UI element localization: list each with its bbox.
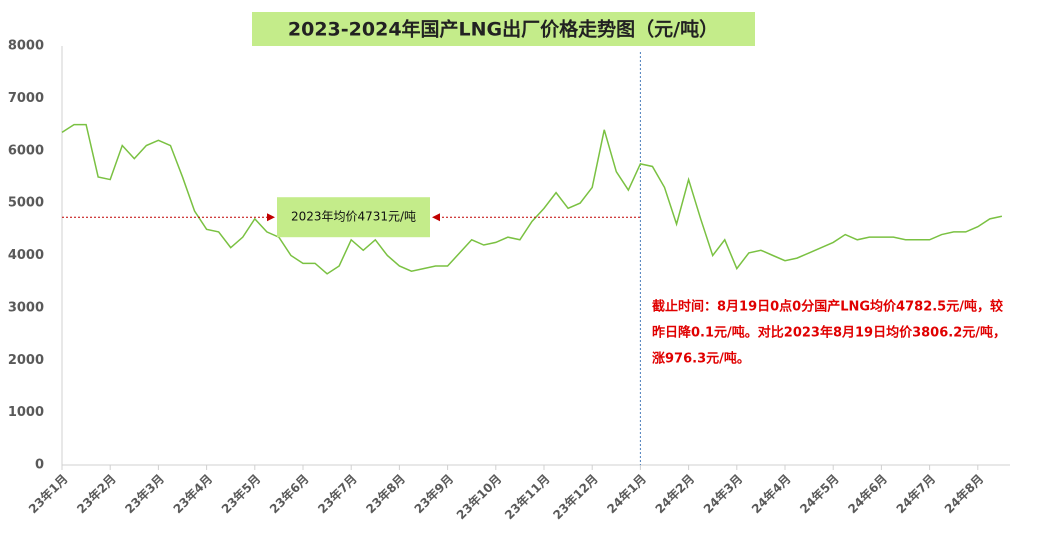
note-line: 截止时间：8月19日0点0分国产LNG均价4782.5元/吨，较 [652, 299, 1003, 315]
x-tick-label: 23年6月 [266, 471, 311, 516]
x-tick-label: 23年4月 [170, 471, 215, 516]
chart-title: 2023-2024年国产LNG出厂价格走势图（元/吨） [288, 18, 718, 41]
x-tick-label: 24年2月 [652, 471, 697, 516]
arrow-head [267, 213, 275, 222]
y-tick-label: 3000 [8, 300, 44, 315]
x-tick-label: 23年9月 [411, 471, 456, 516]
x-tick-label: 24年6月 [845, 471, 890, 516]
y-tick-label: 2000 [8, 353, 44, 368]
average-label: 2023年均价4731元/吨 [291, 210, 416, 224]
y-tick-label: 1000 [8, 405, 44, 420]
x-tick-label: 24年4月 [748, 471, 793, 516]
y-tick-label: 7000 [8, 91, 44, 106]
x-tick-label: 23年10月 [453, 471, 504, 522]
x-tick-label: 23年1月 [25, 471, 70, 516]
x-tick-label: 24年5月 [796, 471, 841, 516]
x-tick-label: 23年8月 [363, 471, 408, 516]
y-tick-label: 5000 [8, 196, 44, 211]
x-tick-label: 23年5月 [218, 471, 263, 516]
y-tick-label: 6000 [8, 143, 44, 158]
x-tick-label: 24年8月 [941, 471, 986, 516]
x-tick-label: 23年2月 [73, 471, 118, 516]
line [61, 123, 1003, 275]
note-line: 昨日降0.1元/吨。对比2023年8月19日均价3806.2元/吨， [652, 325, 1006, 341]
x-tick-label: 23年11月 [501, 471, 552, 522]
y-tick-label: 4000 [8, 248, 44, 263]
x-tick-label: 24年3月 [700, 471, 745, 516]
y-tick-label: 0 [35, 458, 44, 473]
x-tick-label: 24年1月 [604, 471, 649, 516]
title-bg [252, 12, 755, 46]
x-tick-label: 24年7月 [893, 471, 938, 516]
x-tick-label: 23年12月 [550, 471, 601, 522]
x-tick-label: 23年3月 [122, 471, 167, 516]
y-tick-label: 8000 [8, 39, 44, 54]
note-line: 涨976.3元/吨。 [651, 351, 750, 367]
x-tick-label: 23年7月 [314, 471, 359, 516]
arrow-head [432, 213, 440, 222]
average-label-bg [277, 197, 430, 238]
